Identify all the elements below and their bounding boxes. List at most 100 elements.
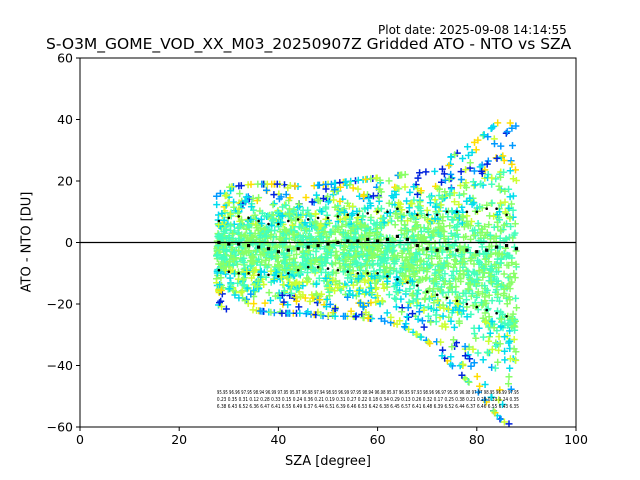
scatter-point xyxy=(392,267,400,275)
scatter-point xyxy=(288,281,296,289)
scatter-point xyxy=(450,189,458,197)
scatter-point xyxy=(490,122,498,130)
scatter-point xyxy=(267,297,274,304)
scatter-point xyxy=(389,247,397,255)
scatter-point xyxy=(242,225,250,233)
scatter-point xyxy=(238,216,246,224)
scatter-point xyxy=(438,178,445,186)
scatter-point xyxy=(367,226,375,234)
scatter-point xyxy=(316,233,324,241)
median-marker xyxy=(296,247,300,251)
scatter-point xyxy=(262,232,270,240)
scatter-point xyxy=(467,235,475,243)
percentile-marker xyxy=(376,210,379,214)
scatter-point xyxy=(381,251,389,258)
scatter-point xyxy=(451,231,459,239)
scatter-point xyxy=(218,210,226,217)
scatter-point xyxy=(490,234,498,242)
scatter-point xyxy=(270,277,278,285)
scatter-point xyxy=(473,275,481,283)
scatter-point xyxy=(284,301,292,309)
scatter-point xyxy=(303,274,311,282)
scatter-point xyxy=(295,270,303,278)
scatter-point xyxy=(372,174,380,182)
scatter-point xyxy=(263,186,270,194)
scatter-point xyxy=(505,293,513,301)
scatter-point xyxy=(416,258,424,265)
percentile-marker xyxy=(425,213,429,217)
scatter-point xyxy=(262,273,270,281)
scatter-point xyxy=(295,200,303,208)
scatter-point xyxy=(405,325,413,333)
scatter-point xyxy=(216,299,223,307)
scatter-point xyxy=(432,203,439,211)
scatter-point xyxy=(476,382,484,390)
scatter-point xyxy=(497,142,505,150)
scatter-point xyxy=(360,251,367,258)
y-axis-label: ATO - NTO [DU] xyxy=(19,191,35,293)
scatter-point xyxy=(336,260,344,267)
scatter-point xyxy=(473,373,481,380)
scatter-point xyxy=(496,216,503,224)
scatter-point xyxy=(267,308,275,316)
scatter-point xyxy=(323,248,331,256)
percentile-marker xyxy=(386,275,389,278)
scatter-point xyxy=(385,269,393,277)
percentile-marker xyxy=(267,273,270,277)
scatter-point xyxy=(250,271,258,279)
percentile-marker xyxy=(435,293,439,297)
median-marker xyxy=(455,248,459,252)
scatter-point xyxy=(331,203,339,211)
scatter-point xyxy=(379,215,387,223)
scatter-point xyxy=(342,233,350,241)
percentile-marker xyxy=(257,219,260,223)
scatter-point xyxy=(386,264,394,272)
scatter-point xyxy=(466,249,474,257)
scatter-point xyxy=(326,228,334,236)
scatter-point xyxy=(405,267,413,275)
scatter-point xyxy=(235,294,243,302)
scatter-point xyxy=(376,266,384,274)
scatter-point xyxy=(417,228,425,235)
scatter-point xyxy=(506,213,514,221)
scatter-point xyxy=(420,234,428,242)
percentile-marker xyxy=(425,290,429,294)
scatter-point xyxy=(265,289,273,297)
percentile-marker xyxy=(316,216,320,220)
scatter-point xyxy=(361,240,369,248)
percentile-marker xyxy=(485,207,489,210)
scatter-point xyxy=(437,201,445,209)
scatter-points xyxy=(213,119,520,427)
percentile-marker xyxy=(247,272,250,275)
scatter-point xyxy=(448,185,455,193)
scatter-point xyxy=(497,227,505,235)
scatter-point xyxy=(463,313,471,321)
median-marker xyxy=(346,239,350,243)
scatter-point xyxy=(242,193,250,201)
scatter-point xyxy=(247,216,255,224)
scatter-point xyxy=(217,286,225,294)
scatter-point xyxy=(360,303,367,311)
scatter-point xyxy=(485,313,493,321)
scatter-point xyxy=(437,338,445,346)
scatter-point xyxy=(459,214,467,222)
scatter-point xyxy=(347,177,355,185)
scatter-point xyxy=(414,315,422,323)
scatter-point xyxy=(423,251,430,259)
scatter-point xyxy=(439,213,447,221)
scatter-point xyxy=(444,305,452,313)
scatter-point xyxy=(472,334,480,342)
scatter-point xyxy=(295,280,303,288)
scatter-point xyxy=(333,252,341,259)
scatter-point xyxy=(341,208,348,216)
scatter-point xyxy=(505,373,513,381)
scatter-point xyxy=(260,281,268,288)
scatter-point xyxy=(222,305,230,313)
scatter-point xyxy=(331,305,339,313)
scatter-point xyxy=(350,247,358,254)
scatter-point xyxy=(476,229,484,237)
scatter-point xyxy=(339,283,347,291)
scatter-point xyxy=(401,183,409,191)
scatter-point xyxy=(416,302,424,309)
